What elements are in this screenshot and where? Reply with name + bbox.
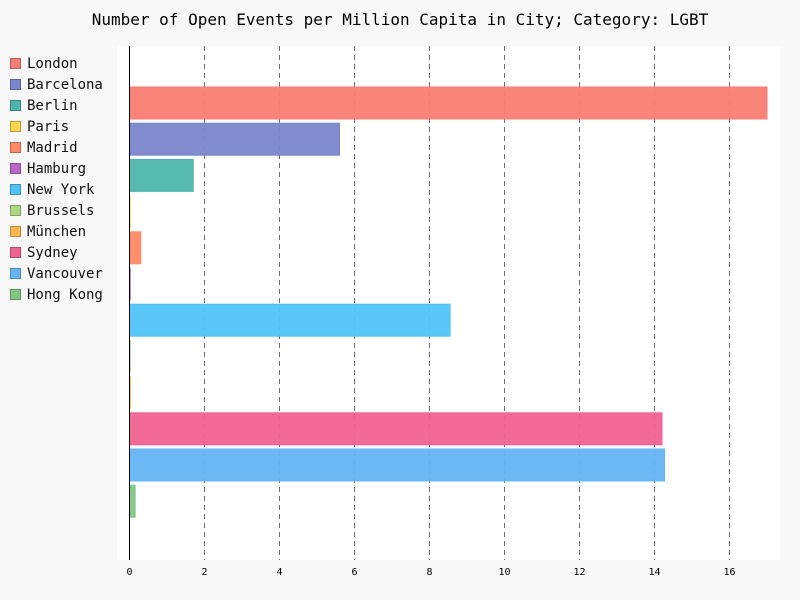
legend-item[interactable]: Madrid bbox=[10, 137, 103, 158]
legend-item[interactable]: München bbox=[10, 221, 103, 242]
x-tick-label: 14 bbox=[648, 567, 660, 578]
legend-label: München bbox=[27, 223, 87, 240]
chart-title: Number of Open Events per Million Capita… bbox=[91, 10, 709, 29]
legend-label: Paris bbox=[27, 118, 70, 135]
legend-item[interactable]: Sydney bbox=[10, 242, 103, 263]
legend-label: Brussels bbox=[27, 202, 95, 219]
legend-swatch bbox=[10, 100, 21, 111]
legend-label: Madrid bbox=[27, 139, 78, 156]
bar-madrid bbox=[129, 231, 142, 265]
legend-swatch bbox=[10, 184, 21, 195]
bar-hong-kong bbox=[129, 484, 136, 518]
x-tick-label: 6 bbox=[351, 567, 357, 578]
bar-sydney bbox=[129, 412, 663, 446]
legend-swatch bbox=[10, 205, 21, 216]
legend-item[interactable]: Paris bbox=[10, 116, 103, 137]
x-tick-label: 10 bbox=[498, 567, 510, 578]
legend-item[interactable]: Hamburg bbox=[10, 158, 103, 179]
legend-item[interactable]: Brussels bbox=[10, 200, 103, 221]
legend-swatch bbox=[10, 58, 21, 69]
bar-berlin bbox=[129, 158, 194, 192]
legend-swatch bbox=[10, 289, 21, 300]
legend-item[interactable]: Barcelona bbox=[10, 74, 103, 95]
bar-barcelona bbox=[129, 122, 340, 156]
x-tick-label: 4 bbox=[276, 567, 282, 578]
legend: London Barcelona Berlin Paris Madrid Hamburg N… bbox=[10, 53, 103, 305]
x-tick-label: 16 bbox=[723, 567, 735, 578]
legend-label: Barcelona bbox=[27, 76, 103, 93]
legend-swatch bbox=[10, 142, 21, 153]
x-tick-label: 8 bbox=[426, 567, 432, 578]
x-tick-label: 2 bbox=[201, 567, 207, 578]
legend-swatch bbox=[10, 268, 21, 279]
bar-vancouver bbox=[129, 448, 666, 482]
legend-label: Hamburg bbox=[27, 160, 87, 177]
legend-item[interactable]: New York bbox=[10, 179, 103, 200]
legend-swatch bbox=[10, 247, 21, 258]
legend-label: Sydney bbox=[27, 244, 78, 261]
legend-label: London bbox=[27, 55, 78, 72]
x-tick-label: 0 bbox=[126, 567, 132, 578]
legend-swatch bbox=[10, 79, 21, 90]
bar-new-york bbox=[129, 303, 451, 337]
legend-item[interactable]: Hong Kong bbox=[10, 284, 103, 305]
legend-swatch bbox=[10, 121, 21, 132]
legend-swatch bbox=[10, 226, 21, 237]
legend-swatch bbox=[10, 163, 21, 174]
legend-item[interactable]: Vancouver bbox=[10, 263, 103, 284]
x-tick-label: 12 bbox=[573, 567, 585, 578]
legend-label: Berlin bbox=[27, 97, 78, 114]
legend-item[interactable]: Berlin bbox=[10, 95, 103, 116]
legend-item[interactable]: London bbox=[10, 53, 103, 74]
bar-london bbox=[129, 86, 768, 120]
legend-label: New York bbox=[27, 181, 95, 198]
legend-label: Vancouver bbox=[27, 265, 103, 282]
legend-label: Hong Kong bbox=[27, 286, 103, 303]
